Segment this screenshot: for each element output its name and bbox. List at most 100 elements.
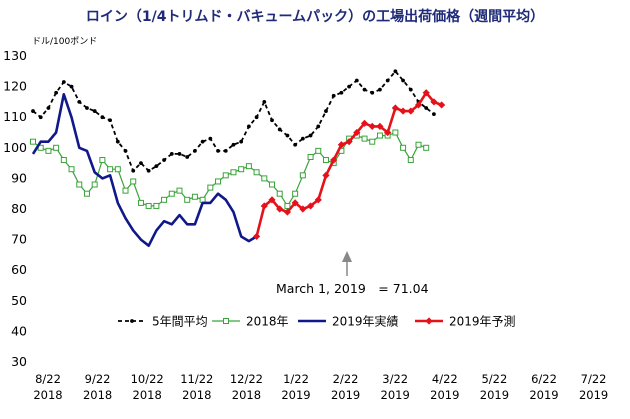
plot-area bbox=[30, 69, 446, 247]
data-point bbox=[407, 107, 415, 115]
x-tick-label-month: 2/22 bbox=[333, 372, 359, 386]
data-point bbox=[354, 78, 359, 83]
data-point bbox=[91, 181, 98, 188]
data-point bbox=[299, 205, 307, 213]
data-point bbox=[322, 157, 329, 164]
data-point bbox=[299, 172, 306, 179]
data-point bbox=[316, 124, 321, 129]
data-point bbox=[360, 119, 369, 127]
legend-item-2019-forecast: 2019年予測 bbox=[415, 315, 516, 329]
data-point bbox=[276, 205, 284, 213]
data-point bbox=[222, 172, 229, 179]
data-point bbox=[254, 115, 259, 120]
x-tick-label-year: 2018 bbox=[182, 388, 211, 402]
data-point bbox=[137, 199, 144, 206]
data-point bbox=[200, 139, 205, 144]
y-tick-label: 120 bbox=[3, 79, 27, 94]
data-point bbox=[216, 148, 220, 153]
x-axis: 8/22 2018 9/22 2018 10/22 2018 11/22 2018 12/22 2… bbox=[33, 372, 608, 402]
data-point bbox=[108, 118, 112, 123]
data-point bbox=[432, 112, 436, 117]
series-2018 bbox=[30, 129, 430, 209]
data-point bbox=[339, 90, 344, 95]
data-point bbox=[314, 196, 322, 204]
data-point bbox=[131, 168, 136, 173]
y-tick-label: 80 bbox=[11, 201, 27, 216]
data-point bbox=[238, 166, 245, 173]
data-point bbox=[122, 187, 129, 194]
data-point bbox=[407, 157, 414, 164]
data-point bbox=[107, 166, 114, 173]
x-tick-label-year: 2019 bbox=[281, 388, 310, 402]
annotation-text: March 1, 2019 = 71.04 bbox=[276, 281, 429, 296]
x-tick-label-year: 2019 bbox=[529, 388, 558, 402]
legend: 5年間平均 2018年 2019年実績 2019年予測 bbox=[118, 314, 516, 329]
data-point bbox=[276, 190, 283, 197]
series-five-year-average bbox=[31, 69, 436, 173]
x-tick-label-month: 10/22 bbox=[131, 372, 164, 386]
x-tick-label-year: 2018 bbox=[232, 388, 261, 402]
annotation: March 1, 2019 = 71.04 bbox=[276, 251, 429, 296]
legend-item-2018: 2018年 bbox=[212, 315, 289, 329]
legend-label: 2019年予測 bbox=[449, 315, 516, 329]
x-tick-label-month: 12/22 bbox=[230, 372, 263, 386]
data-point bbox=[385, 78, 390, 83]
y-axis-unit-label: ドル/100ポンド bbox=[32, 36, 97, 47]
data-point bbox=[285, 133, 290, 138]
x-tick-label-month: 6/22 bbox=[531, 372, 557, 386]
data-point bbox=[161, 196, 168, 203]
chart-title: ロイン（1/4トリムド・バキュームパック）の工場出荷価格（週間平均） bbox=[86, 8, 544, 25]
data-point bbox=[400, 144, 407, 151]
data-point bbox=[69, 84, 74, 89]
data-point bbox=[100, 115, 105, 120]
data-point bbox=[253, 169, 260, 176]
y-tick-label: 50 bbox=[11, 293, 27, 308]
x-tick-label-month: 11/22 bbox=[180, 372, 213, 386]
data-point bbox=[384, 128, 392, 137]
y-tick-label: 60 bbox=[11, 262, 27, 277]
data-point bbox=[145, 202, 152, 209]
data-point bbox=[53, 144, 60, 151]
x-tick-label-year: 2018 bbox=[83, 388, 112, 402]
data-point bbox=[438, 101, 446, 109]
data-point bbox=[83, 190, 90, 197]
data-point bbox=[177, 152, 182, 156]
x-tick-label-year: 2018 bbox=[33, 388, 62, 402]
data-point bbox=[424, 106, 429, 110]
x-tick-label-year: 2019 bbox=[430, 388, 459, 402]
data-point bbox=[361, 135, 368, 142]
data-point bbox=[153, 202, 160, 209]
legend-item-five-year-average: 5年間平均 bbox=[118, 315, 208, 329]
data-point bbox=[261, 175, 268, 182]
data-point bbox=[191, 193, 198, 200]
data-point bbox=[154, 164, 159, 169]
data-point bbox=[330, 156, 338, 164]
data-point bbox=[300, 136, 305, 141]
data-point bbox=[215, 178, 222, 185]
data-point bbox=[231, 142, 236, 147]
legend-label: 2018年 bbox=[246, 315, 289, 329]
data-point bbox=[391, 104, 399, 112]
data-point bbox=[92, 109, 97, 113]
data-point bbox=[291, 199, 299, 207]
data-point bbox=[378, 87, 382, 92]
series-line bbox=[255, 91, 443, 237]
data-point bbox=[199, 196, 206, 203]
x-tick-label-year: 2018 bbox=[133, 388, 162, 402]
data-point bbox=[408, 87, 413, 92]
x-tick-label-month: 8/22 bbox=[35, 372, 61, 386]
data-point bbox=[324, 109, 328, 113]
data-point bbox=[308, 133, 313, 138]
data-point bbox=[376, 122, 384, 130]
y-tick-label: 40 bbox=[11, 323, 27, 338]
data-point bbox=[414, 101, 423, 109]
y-tick-label: 70 bbox=[11, 232, 27, 247]
data-point bbox=[139, 161, 143, 166]
data-point bbox=[292, 190, 299, 197]
data-point bbox=[262, 100, 267, 104]
y-tick-label: 90 bbox=[11, 170, 27, 185]
data-point bbox=[77, 100, 82, 104]
data-point bbox=[68, 166, 75, 173]
data-point bbox=[45, 147, 52, 154]
